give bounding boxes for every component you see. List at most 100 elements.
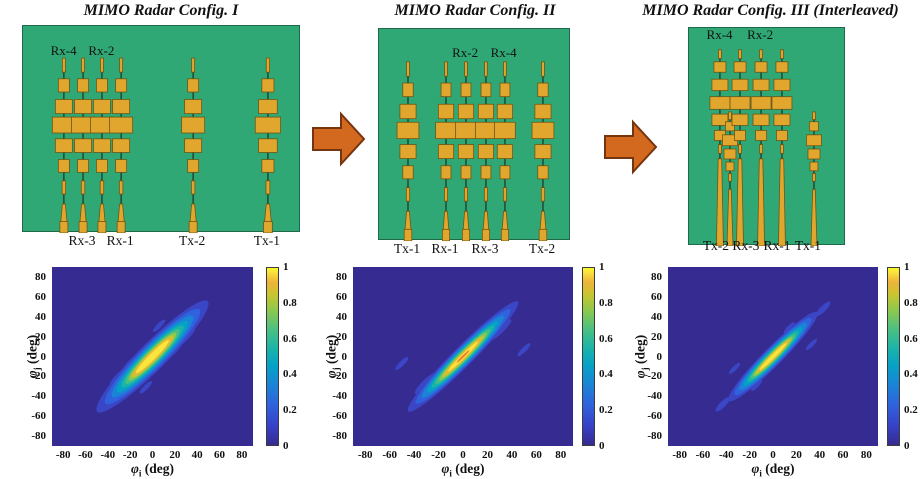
- tick-label: 40: [651, 310, 662, 323]
- tick-label: 40: [814, 449, 826, 461]
- tick-label: 80: [236, 449, 248, 461]
- tick-label: 60: [336, 290, 347, 303]
- tick-label: -80: [55, 449, 71, 461]
- tick-label: 60: [837, 449, 849, 461]
- tick-label: 0: [904, 440, 910, 452]
- tick-label: 20: [790, 449, 802, 461]
- tick-label: 60: [530, 449, 542, 461]
- contour-plot: [52, 267, 253, 446]
- tick-label: 20: [481, 449, 493, 461]
- config-1-bottom-labels: Rx-3 Rx-1 Tx-2 Tx-1: [22, 233, 300, 251]
- tick-label: 1: [904, 261, 910, 273]
- colorbar-ticks: 1 0.8 0.6 0.4 0.2 0: [283, 261, 311, 452]
- ambiguity-plot-config-2: φj (deg) 80 60 40 20 0 -20 -40 -60 -80 -80 -60 -40…: [0, 250, 921, 479]
- tick-label: -20: [332, 370, 347, 383]
- tick-label: 0: [341, 350, 348, 363]
- antenna-port-label: Tx-1: [253, 233, 281, 248]
- contour-plot: [353, 267, 573, 446]
- tick-label: -20: [431, 449, 446, 461]
- y-axis-ticks: 80 60 40 20 0 -20 -40 -60 -80: [630, 267, 662, 446]
- tick-label: 0.4: [283, 368, 297, 381]
- x-axis-label: φi (deg): [130, 461, 175, 479]
- tick-label: 80: [336, 270, 347, 283]
- tick-label: 0.6: [904, 332, 918, 345]
- antenna-port-label: Rx-1: [431, 241, 459, 256]
- antenna-port-label: Tx-1: [393, 241, 421, 256]
- tick-label: -60: [31, 410, 46, 423]
- config-2-bottom-labels: Tx-1 Rx-1 Rx-3 Tx-2: [378, 241, 570, 259]
- ambiguity-plot-config-1: φj (deg) 80 60 40 20 0 -20 -40 -60 -80 -80 -60 -40…: [0, 250, 921, 479]
- antenna-configs-row: MIMO Radar Config. I MIMO Radar Config. …: [22, 2, 899, 256]
- tick-label: 0: [283, 440, 289, 452]
- tick-label: 0.8: [904, 296, 918, 309]
- antenna-port-label: Rx-2: [452, 45, 479, 60]
- tick-label: -60: [647, 410, 662, 423]
- tick-label: -40: [406, 449, 422, 461]
- right-arrow-icon: [603, 118, 659, 176]
- config-3-bottom-labels: Tx-2 Rx-3 Rx-1 Tx-1: [688, 238, 845, 256]
- tick-label: -60: [695, 449, 711, 461]
- tick-label: 40: [191, 449, 203, 461]
- y-axis-ticks: 80 60 40 20 0 -20 -40 -60 -80: [315, 267, 347, 446]
- antenna-port-label: Rx-4: [706, 27, 733, 42]
- tick-label: 60: [651, 290, 662, 303]
- colorbar: [582, 267, 595, 446]
- antenna-port-label: Rx-1: [106, 233, 134, 248]
- config-1-antenna-board: Rx-4 Rx-2: [22, 25, 300, 233]
- antenna-port-label: Rx-1: [763, 238, 791, 253]
- colorbar: [266, 267, 279, 446]
- tick-label: -80: [332, 430, 347, 443]
- tick-label: -40: [100, 449, 116, 461]
- x-axis-label: φi (deg): [441, 461, 485, 479]
- antenna-port-label: Tx-2: [179, 233, 206, 248]
- x-axis-ticks: -80 -60 -40 -20 0 20 40 60 80: [52, 449, 253, 462]
- tick-label: 0.2: [283, 404, 297, 417]
- config-1-title: MIMO Radar Config. I: [83, 2, 239, 19]
- contour-plot: [668, 267, 878, 446]
- config-3-title: MIMO Radar Config. III (Interleaved): [642, 2, 899, 19]
- antenna-port-label: Rx-3: [732, 238, 760, 253]
- antenna-port-label: Tx-1: [794, 238, 822, 253]
- antenna-port-label: Rx-3: [68, 233, 96, 248]
- tick-label: 0.8: [283, 296, 297, 309]
- config-2-title: MIMO Radar Config. II: [394, 2, 556, 19]
- tick-label: 0.6: [599, 332, 613, 345]
- tick-label: -20: [31, 370, 46, 383]
- tick-label: 20: [336, 330, 347, 343]
- y-axis-ticks: 80 60 40 20 0 -20 -40 -60 -80: [14, 267, 46, 446]
- tick-label: 0: [40, 350, 47, 363]
- tick-label: 80: [651, 270, 662, 283]
- tick-label: 0.8: [599, 296, 613, 309]
- tick-label: 0.4: [599, 368, 613, 381]
- tick-label: -60: [78, 449, 93, 461]
- tick-label: -20: [647, 370, 662, 383]
- antenna-port-label: Rx-2: [747, 27, 774, 42]
- tick-label: 0.6: [283, 332, 297, 345]
- tick-label: 80: [35, 270, 46, 283]
- tick-label: 0.2: [599, 404, 613, 417]
- tick-label: 80: [860, 449, 872, 461]
- tick-label: -60: [382, 449, 397, 461]
- tick-label: 0: [460, 449, 466, 461]
- tick-label: -80: [672, 449, 687, 461]
- antenna-port-label: Tx-2: [528, 241, 556, 256]
- tick-label: 80: [555, 449, 567, 461]
- tick-label: 0.2: [904, 404, 918, 417]
- config-3-antenna-board: Rx-4 Rx-2: [688, 27, 845, 246]
- tick-label: 0: [599, 440, 605, 452]
- tick-label: 40: [506, 449, 518, 461]
- colorbar-ticks: 1 0.8 0.6 0.4 0.2 0: [599, 261, 627, 452]
- tick-label: -80: [647, 430, 662, 443]
- x-axis-ticks: -80 -60 -40 -20 0 20 40 60 80: [353, 449, 573, 462]
- colorbar-ticks: 1 0.8 0.6 0.4 0.2 0: [904, 261, 921, 452]
- ambiguity-plot-config-3: φj (deg) 80 60 40 20 0 -20 -40 -60 -80 -80 -60 -40…: [0, 250, 921, 479]
- tick-label: 20: [651, 330, 662, 343]
- antenna-port-label: Rx-4: [50, 43, 77, 58]
- tick-label: 40: [35, 310, 46, 323]
- tick-label: 20: [35, 330, 46, 343]
- tick-label: -40: [31, 390, 46, 403]
- tick-label: 40: [336, 310, 347, 323]
- config-2-antenna-board: Rx-2 Rx-4: [378, 28, 570, 241]
- ambiguity-plots-row: φj (deg) 80 60 40 20 0 -20 -40 -60 -80 -80 -60 -40…: [0, 250, 921, 479]
